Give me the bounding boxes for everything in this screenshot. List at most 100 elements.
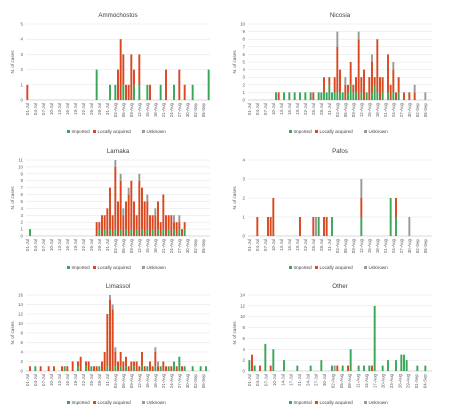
bar-imported [98,366,101,371]
y-axis-label: N. of cases [232,50,237,74]
bar-imported [173,84,175,100]
bar-locally-acquired [154,215,157,236]
y-tick-label: 0 [21,98,24,103]
x-tick-label: 05-Aug [339,373,344,388]
bar-locally-acquired [167,215,170,230]
bar-locally-acquired [130,54,133,100]
bar-locally-acquired [47,366,50,371]
bar-imported [363,365,365,371]
x-tick-label: 27-Jul [314,374,319,386]
x-tick-label: 02-Aug [330,373,335,388]
bar-locally-acquired [117,361,119,371]
x-tick-label: 21-Aug [161,238,166,253]
x-tick-label: 17-Aug [372,373,377,388]
y-tick-label: 6 [21,340,24,345]
bar-imported [173,229,175,236]
bar-imported [336,92,339,100]
bar-locally-acquired [360,198,363,217]
bar-locally-acquired [79,356,82,371]
x-tick-label: 14-Jul [280,374,285,386]
bar-imported [395,217,397,236]
bar-imported [397,92,400,100]
x-tick-label: 09-Aug [129,238,134,253]
bar-imported [63,366,66,371]
y-tick-label: 5 [243,60,246,65]
y-tick-label: 8 [243,37,246,42]
bar-locally-acquired [251,354,253,371]
x-tick-label: 03-Aug [113,102,118,117]
x-tick-label: 09-Aug [351,102,356,117]
x-tick-label: 28-Jul [97,103,102,115]
bar-locally-acquired [109,187,111,230]
bar-imported [157,229,159,236]
bar-locally-acquired [151,215,154,230]
x-tick-label: 22-Jul [81,374,86,386]
bar-locally-acquired [312,217,315,236]
y-tick-label: 8 [21,331,24,336]
bar-locally-acquired [175,366,178,371]
legend-label: Unknown [147,129,167,134]
x-tick-label: 12-Aug [359,238,364,253]
bar-locally-acquired [162,194,165,230]
bar-imported [360,217,363,236]
bar-imported [98,229,101,236]
bar-locally-acquired [371,62,373,93]
bar-imported [355,92,357,100]
bar-locally-acquired [299,217,301,236]
x-tick-label: 28-Jul [97,239,102,251]
bar-imported [159,366,162,371]
x-tick-label: 01-Jul [25,239,30,251]
bar-locally-acquired [267,217,269,236]
bar-locally-acquired [130,180,133,230]
bar-locally-acquired [119,39,122,100]
bar-locally-acquired [111,215,114,236]
x-tick-label: 13-Jul [279,103,284,115]
legend-swatch [93,130,96,133]
x-tick-label: 31-Jul [105,239,110,251]
bar-unknown [114,347,117,352]
bar-imported [253,365,256,371]
bar-locally-acquired [360,77,363,93]
bar-imported [309,92,312,100]
bar-locally-acquired [368,77,371,100]
x-tick-label: 23-Aug [389,373,394,388]
x-tick-label: 22-Jul [303,103,308,115]
legend-label: Locally acquired [320,265,354,270]
x-tick-label: 24-Aug [169,373,174,388]
legend-label: Locally acquired [98,400,132,405]
y-tick-label: 0 [21,234,24,239]
legend-swatch [315,401,318,404]
x-tick-label: 10-Jul [49,103,54,115]
bar-locally-acquired [339,69,341,93]
bar-imported [360,92,363,100]
bar-unknown [173,215,175,223]
bar-locally-acquired [379,77,381,100]
bar-locally-acquired [154,352,157,367]
x-tick-label: 04-Jul [255,374,260,386]
x-tick-label: 20-Aug [381,373,386,388]
chart-nicosia: Nicosia 0 1 2 3 4 5 6 7 8 9 10 N. of cases 01-Jul 04-J… [232,12,437,136]
bar-imported [205,366,207,371]
x-tick-label: 09-Aug [129,373,134,388]
x-tick-label: 30-Aug [407,238,412,253]
x-tick-label: 15-Aug [145,102,150,117]
x-tick-label: 11-Aug [356,373,361,387]
bar-unknown [413,84,416,93]
bar-locally-acquired [149,84,151,100]
x-tick-label: 18-Aug [375,102,380,117]
chart-other: Other 0 2 4 6 8 10 12 14 N. of cases 01-Jul 04-Jul 0… [232,283,437,407]
x-tick-label: 13-Jul [57,239,62,251]
x-tick-label: 05-Sep [201,238,206,253]
bar-imported [392,92,395,100]
y-tick-label: 1 [21,82,24,87]
bar-imported [85,366,87,371]
bar-locally-acquired [53,366,55,371]
bar-locally-acquired [363,69,365,100]
bar-locally-acquired [125,201,127,230]
bar-locally-acquired [87,361,90,371]
bar-imported [162,229,165,236]
bar-locally-acquired [26,84,29,100]
bar-imported [109,229,111,236]
y-tick-label: 9 [243,29,246,34]
